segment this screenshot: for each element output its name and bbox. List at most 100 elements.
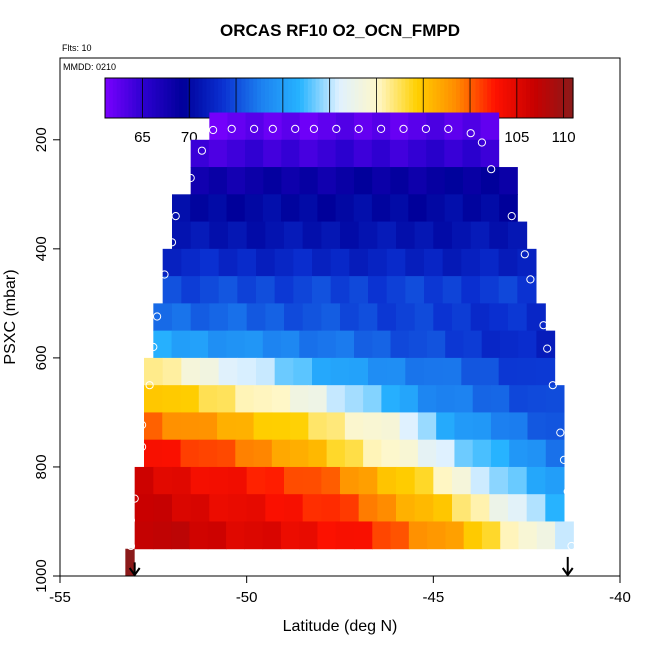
- heatmap-cell: [517, 357, 537, 386]
- heatmap-cell: [454, 385, 474, 413]
- heatmap-cell: [433, 494, 453, 522]
- colorbar-segment: [545, 78, 551, 118]
- heatmap-cell: [405, 357, 425, 386]
- heatmap-cell: [256, 276, 276, 304]
- heatmap-cell: [344, 412, 364, 441]
- colorbar-segment: [315, 78, 321, 118]
- heatmap-cell: [263, 167, 282, 195]
- heatmap-cell: [284, 221, 304, 250]
- heatmap-cell: [302, 221, 322, 250]
- heatmap-cell: [509, 412, 528, 441]
- heatmap-cell: [480, 139, 500, 168]
- heatmap-cell: [237, 357, 257, 386]
- colorbar-segment: [405, 78, 410, 118]
- heatmap-cell: [265, 466, 285, 495]
- colorbar-segment: [569, 78, 574, 118]
- heatmap-cell: [244, 521, 264, 550]
- heatmap-cell: [134, 494, 154, 522]
- heatmap-cell: [180, 439, 200, 468]
- heatmap-cell: [228, 221, 248, 250]
- colorbar-segment: [444, 78, 449, 118]
- heatmap-cell: [518, 521, 538, 550]
- heatmap-cell: [463, 330, 483, 359]
- heatmap-cell: [433, 303, 453, 332]
- heatmap-cell: [290, 385, 309, 413]
- heatmap-cell: [321, 494, 341, 522]
- heatmap-cell: [436, 412, 455, 441]
- colorbar-segment: [190, 78, 196, 118]
- heatmap-cell: [371, 139, 391, 168]
- heatmap-cell: [228, 303, 248, 332]
- colorbar-segment: [358, 78, 363, 118]
- colorbar-segment: [452, 78, 457, 118]
- colorbar-segment: [112, 78, 118, 118]
- colorbar-segment: [428, 78, 434, 118]
- heatmap-cell: [335, 112, 355, 141]
- y-tick-label: 200: [33, 127, 50, 152]
- track-point: [477, 138, 486, 147]
- heatmap-cell: [363, 412, 382, 441]
- colorbar-segment: [440, 78, 445, 118]
- heatmap-cell: [472, 412, 492, 441]
- colorbar-segment: [292, 78, 297, 118]
- heatmap-cell: [198, 385, 218, 413]
- track-point: [167, 238, 177, 247]
- heatmap-cell: [226, 521, 245, 550]
- colorbar-segment: [335, 78, 340, 118]
- heatmap-cell: [246, 466, 266, 495]
- heatmap-cell: [217, 439, 236, 468]
- heatmap-cell: [171, 521, 190, 550]
- heatmap-cell: [426, 194, 446, 223]
- colorbar-segment: [522, 78, 527, 118]
- heatmap-cell: [396, 466, 416, 495]
- colorbar-segment: [229, 78, 235, 118]
- heatmap-cell: [134, 521, 154, 550]
- heatmap-cell: [424, 248, 444, 277]
- colorbar-segment: [214, 78, 219, 118]
- heatmap-cell: [481, 167, 500, 195]
- heatmap-cell: [144, 357, 164, 386]
- heatmap-cell: [226, 167, 246, 195]
- track-point: [507, 212, 516, 221]
- track-point: [227, 124, 236, 133]
- heatmap-cell: [354, 167, 373, 195]
- heatmap-cell: [330, 276, 350, 304]
- heatmap-cell: [480, 357, 500, 386]
- heatmap-cell: [244, 194, 264, 223]
- heatmap-cell: [144, 439, 163, 468]
- colorbar-segment: [491, 78, 496, 118]
- track-point: [466, 129, 475, 138]
- colorbar-segment: [401, 78, 406, 118]
- heatmap-cell: [293, 248, 313, 277]
- colorbar-segment: [409, 78, 414, 118]
- heatmap-cell: [396, 494, 416, 522]
- colorbar-segment: [456, 78, 461, 118]
- colorbar-segment: [311, 78, 317, 118]
- heatmap-cell: [433, 466, 453, 495]
- heatmap-cell: [208, 194, 228, 223]
- heatmap-cell: [426, 330, 446, 359]
- track-point: [250, 124, 259, 133]
- colorbar-segment: [264, 78, 270, 118]
- heatmap-cell: [218, 248, 238, 277]
- heatmap-cell: [153, 330, 173, 359]
- heatmap-cell: [172, 494, 192, 522]
- colorbar-segment: [413, 78, 418, 118]
- colorbar-segment: [498, 78, 504, 118]
- colorbar-segment: [389, 78, 395, 118]
- heatmap-cell: [470, 466, 490, 495]
- heatmap-cell: [461, 276, 481, 304]
- heatmap-cell: [134, 466, 154, 495]
- colorbar-segment: [483, 78, 488, 118]
- heatmap-cell: [263, 139, 282, 168]
- heatmap-cell: [358, 494, 378, 522]
- heatmap-cell: [353, 139, 373, 168]
- heatmap-cell: [489, 466, 509, 495]
- heatmap-cell: [358, 221, 378, 250]
- heatmap-cell: [509, 385, 528, 413]
- colorbar-segment: [432, 78, 438, 118]
- heatmap-cell: [200, 357, 220, 386]
- colorbar-segment: [284, 78, 289, 118]
- heatmap-cell: [284, 466, 304, 495]
- heatmap-cell: [472, 385, 492, 413]
